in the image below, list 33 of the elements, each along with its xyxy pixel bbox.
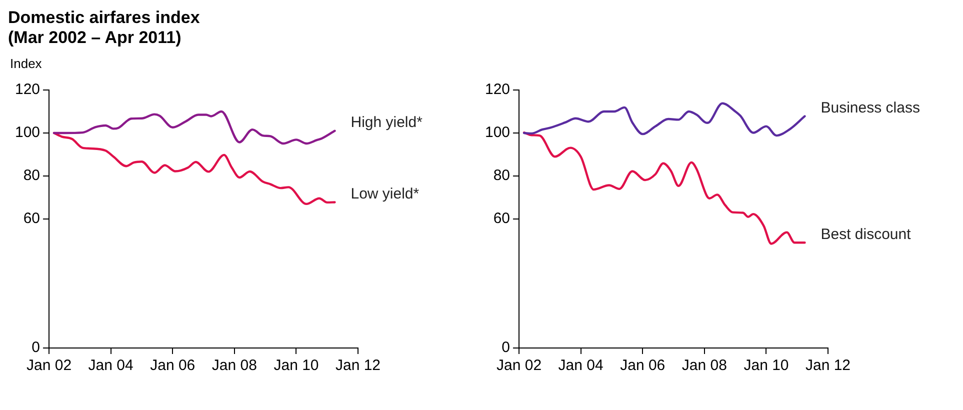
series-label: Best discount (820, 226, 912, 243)
x-tick-label: Jan 10 (274, 357, 319, 374)
y-axis-title: Index (10, 56, 42, 71)
y-tick-label: 80 (23, 167, 40, 184)
x-tick-label: Jan 08 (682, 357, 727, 374)
series-label: Low yield* (350, 185, 420, 202)
x-tick-label: Jan 02 (496, 357, 542, 374)
line-series (522, 102, 806, 137)
x-tick-label: Jan 04 (88, 357, 134, 374)
x-tick-label: Jan 12 (805, 357, 851, 374)
series-label: Business class (820, 99, 920, 116)
x-tick-label: Jan 12 (335, 357, 381, 374)
chart-title: Domestic airfares index (8, 8, 201, 28)
y-tick-label: 80 (493, 167, 510, 184)
y-tick-label: 0 (32, 339, 40, 356)
y-tick-label: 0 (502, 339, 510, 356)
y-tick-label: 100 (14, 124, 40, 142)
x-tick-label: Jan 08 (212, 357, 257, 374)
y-tick-label: 60 (23, 210, 40, 228)
y-tick-label: 120 (484, 81, 510, 98)
x-tick-label: Jan 10 (744, 357, 789, 374)
y-tick-label: 60 (493, 210, 510, 228)
line-series (52, 132, 336, 206)
x-tick-label: Jan 06 (150, 357, 196, 374)
line-series (522, 131, 806, 245)
line-series (52, 110, 336, 145)
x-tick-label: Jan 06 (620, 357, 666, 374)
x-tick-label: Jan 04 (558, 357, 604, 374)
y-tick-label: 120 (14, 81, 40, 98)
x-tick-label: Jan 02 (26, 357, 72, 374)
chart-subtitle: (Mar 2002 – Apr 2011) (8, 28, 182, 48)
series-label: High yield* (350, 114, 423, 131)
y-tick-label: 100 (484, 124, 510, 142)
